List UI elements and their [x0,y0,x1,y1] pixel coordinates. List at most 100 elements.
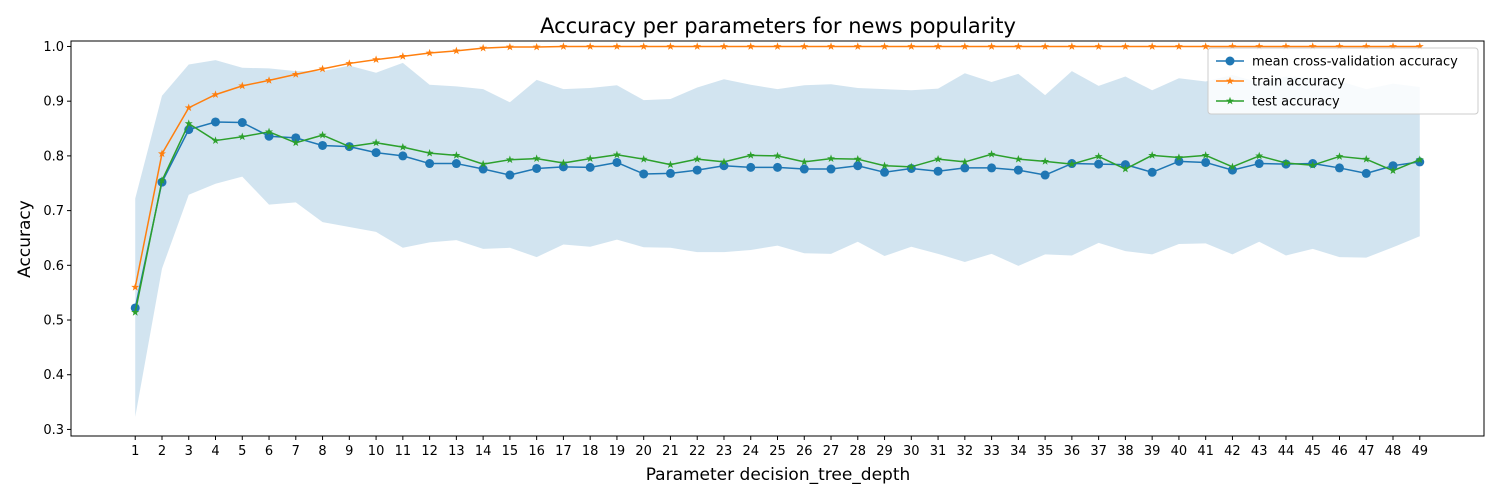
data-point [639,42,648,50]
data-point [1255,42,1264,50]
x-tick-label: 43 [1251,444,1268,459]
x-tick-label: 19 [609,444,626,459]
y-axis-label: Accuracy [15,200,35,278]
data-point [505,170,515,180]
x-tick-label: 27 [823,444,840,459]
data-point [987,150,996,158]
data-point [1013,165,1023,175]
x-tick-label: 12 [421,444,438,459]
data-point [853,161,863,171]
data-point [933,166,943,176]
data-point [1334,163,1344,173]
data-point [131,308,140,316]
cv-std-band [135,60,1420,417]
x-tick-label: 5 [238,444,246,459]
x-tick-label: 1 [131,444,139,459]
x-tick-label: 37 [1090,444,1107,459]
data-point [532,154,541,163]
x-tick-label: 33 [983,444,1000,459]
x-tick-label: 4 [211,444,219,459]
data-point [1094,159,1104,169]
data-point [1308,160,1317,169]
x-tick-label: 10 [368,444,385,459]
data-point [1094,152,1103,160]
data-point [238,81,247,90]
data-point [1335,42,1344,50]
data-point [800,157,809,166]
data-point [184,103,193,112]
data-point [479,159,488,168]
data-point [1067,159,1076,168]
data-point [1361,168,1371,178]
data-point [585,162,595,172]
data-point [1094,42,1103,50]
data-point [1121,42,1130,50]
data-point [719,161,729,171]
legend-marker [1226,96,1234,105]
data-point [1014,154,1023,163]
data-point [318,130,327,139]
legend: mean cross-validation accuracy train accu… [1207,47,1479,115]
data-point [318,140,328,150]
data-point [907,42,916,50]
x-tick-label: 49 [1411,444,1428,459]
data-point [345,142,354,150]
data-point [1254,159,1264,169]
data-point [1308,42,1317,50]
x-tick-label: 47 [1358,444,1375,459]
data-point [960,42,969,50]
legend-label: train accuracy [1252,75,1345,90]
legend-label: mean cross-validation accuracy [1252,55,1458,70]
data-point [1201,42,1210,50]
data-point [398,151,408,161]
data-point [773,162,782,172]
x-tick-label: 45 [1304,444,1321,459]
x-tick-label: 14 [475,444,492,459]
data-point [746,151,755,159]
y-tick-label: 0.8 [43,149,64,164]
data-point [853,42,862,50]
data-point [960,157,969,166]
data-point [318,64,327,73]
data-point [827,154,836,163]
x-tick-label: 2 [158,444,166,459]
x-tick-label: 3 [185,444,193,459]
y-tick-label: 0.7 [43,204,64,219]
legend-box [1207,47,1479,115]
data-point [372,55,381,63]
data-point [345,59,354,67]
data-point [559,158,568,167]
data-point [746,162,756,172]
data-point [291,133,301,143]
data-point [826,164,836,174]
data-point [211,117,221,127]
data-point [827,42,836,50]
x-tick-label: 38 [1117,444,1134,459]
y-tick-label: 0.3 [43,423,64,438]
x-tick-label: 8 [318,444,326,459]
data-point [425,159,435,169]
x-tick-label: 41 [1197,444,1214,459]
data-point [693,154,702,163]
data-point [1227,165,1237,175]
data-point [265,127,274,136]
data-point [211,136,220,144]
data-point [532,163,542,173]
data-point [398,142,407,151]
data-point [478,164,488,174]
y-tick-label: 0.5 [43,314,64,329]
data-point [639,169,649,179]
data-point [451,159,461,169]
data-point [372,138,381,147]
data-point [1201,151,1210,159]
data-point [1415,155,1424,164]
x-tick-label: 48 [1385,444,1402,459]
x-tick-label: 39 [1144,444,1161,459]
data-point [987,163,997,173]
legend-item: mean cross-validation accuracy [1216,55,1458,70]
x-tick-label: 32 [957,444,974,459]
data-point [291,70,300,78]
data-point [291,138,300,147]
data-point [1228,42,1237,50]
